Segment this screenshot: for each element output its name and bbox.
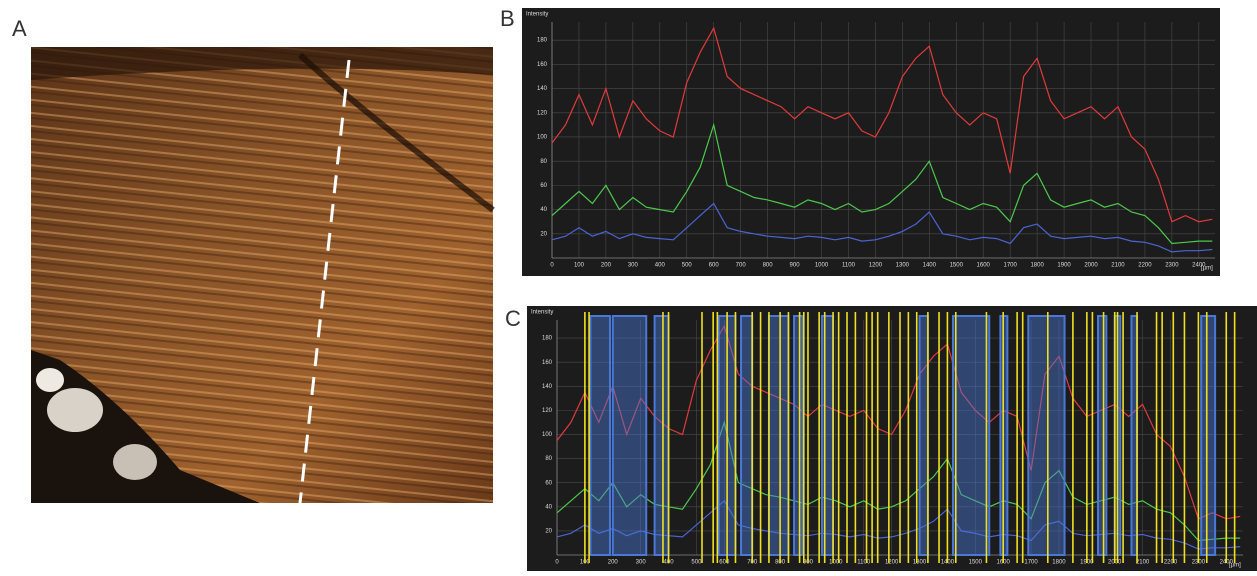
y-tick-label: 100 <box>537 135 548 141</box>
x-tick-label: 1200 <box>885 560 899 566</box>
y-tick-label: 20 <box>545 528 552 534</box>
region-band <box>822 316 833 555</box>
x-tick-label: 1100 <box>842 263 856 269</box>
y-tick-label: 120 <box>542 408 553 414</box>
x-tick-label: 1500 <box>969 560 983 566</box>
region-band <box>590 316 610 555</box>
region-band <box>613 316 646 555</box>
x-tick-label: 2100 <box>1111 263 1125 269</box>
y-tick-label: 40 <box>540 207 547 213</box>
x-tick-label: 500 <box>691 560 702 566</box>
region-band <box>741 316 752 555</box>
x-tick-label: 900 <box>790 263 801 269</box>
x-tick-label: 1400 <box>923 263 937 269</box>
panel-label: C <box>505 306 521 331</box>
x-tick-label: 1700 <box>1024 560 1038 566</box>
region-band <box>920 316 928 555</box>
x-tick-label: 1900 <box>1057 263 1071 269</box>
x-tick-label: 2400 <box>1192 263 1206 269</box>
x-tick-label: 1700 <box>1003 263 1017 269</box>
x-tick-label: 200 <box>608 560 619 566</box>
region-band <box>1131 316 1137 555</box>
y-tick-label: 60 <box>540 183 547 189</box>
x-tick-label: 100 <box>574 263 585 269</box>
y-tick-label: 180 <box>542 336 553 342</box>
y-tick-label: 140 <box>542 384 553 390</box>
x-tick-label: 600 <box>709 263 720 269</box>
y-tick-label: 180 <box>537 38 548 44</box>
x-tick-label: 1300 <box>896 263 910 269</box>
figure: A BIntensity[µm]204060801001201401601800… <box>0 0 1257 571</box>
y-tick-label: 160 <box>537 62 548 68</box>
panel-label: A <box>12 16 27 41</box>
x-tick-label: 2000 <box>1084 263 1098 269</box>
y-tick-label: 80 <box>540 159 547 165</box>
y-tick-label: 120 <box>537 110 548 116</box>
region-band <box>769 316 789 555</box>
x-tick-label: 300 <box>628 263 639 269</box>
y-tick-label: 100 <box>542 432 553 438</box>
x-tick-label: 1200 <box>869 263 883 269</box>
x-tick-label: 1100 <box>857 560 871 566</box>
region-band <box>1028 316 1064 555</box>
x-tick-label: 2100 <box>1136 560 1150 566</box>
x-tick-label: 1600 <box>977 263 991 269</box>
x-tick-label: 1800 <box>1030 263 1044 269</box>
x-tick-label: 800 <box>763 263 774 269</box>
x-tick-label: 2300 <box>1165 263 1179 269</box>
region-band <box>1098 316 1106 555</box>
region-band <box>794 316 802 555</box>
x-tick-label: 500 <box>682 263 693 269</box>
y-tick-label: 40 <box>545 504 552 510</box>
x-tick-label: 1000 <box>829 560 843 566</box>
y-tick-label: 160 <box>542 360 553 366</box>
x-tick-label: 1500 <box>950 263 964 269</box>
x-tick-label: 600 <box>719 560 730 566</box>
y-axis-label: Intensity <box>526 12 548 18</box>
micrograph <box>31 47 493 503</box>
x-tick-label: 2200 <box>1138 263 1152 269</box>
region-band <box>655 316 669 555</box>
y-tick-label: 80 <box>545 456 552 462</box>
y-tick-label: 60 <box>545 480 552 486</box>
region-band <box>1201 316 1215 555</box>
x-tick-label: 1000 <box>815 263 829 269</box>
x-tick-label: 400 <box>655 263 666 269</box>
x-tick-label: 1300 <box>913 560 927 566</box>
y-tick-label: 20 <box>540 231 547 237</box>
y-axis-label: Intensity <box>531 310 553 316</box>
region-band <box>953 316 989 555</box>
y-tick-label: 140 <box>537 86 548 92</box>
x-tick-label: 200 <box>601 263 612 269</box>
x-tick-label: 2200 <box>1164 560 1178 566</box>
panel-label: B <box>500 6 515 31</box>
x-tick-label: 700 <box>736 263 747 269</box>
x-tick-label: 1800 <box>1052 560 1066 566</box>
x-tick-label: 300 <box>636 560 647 566</box>
